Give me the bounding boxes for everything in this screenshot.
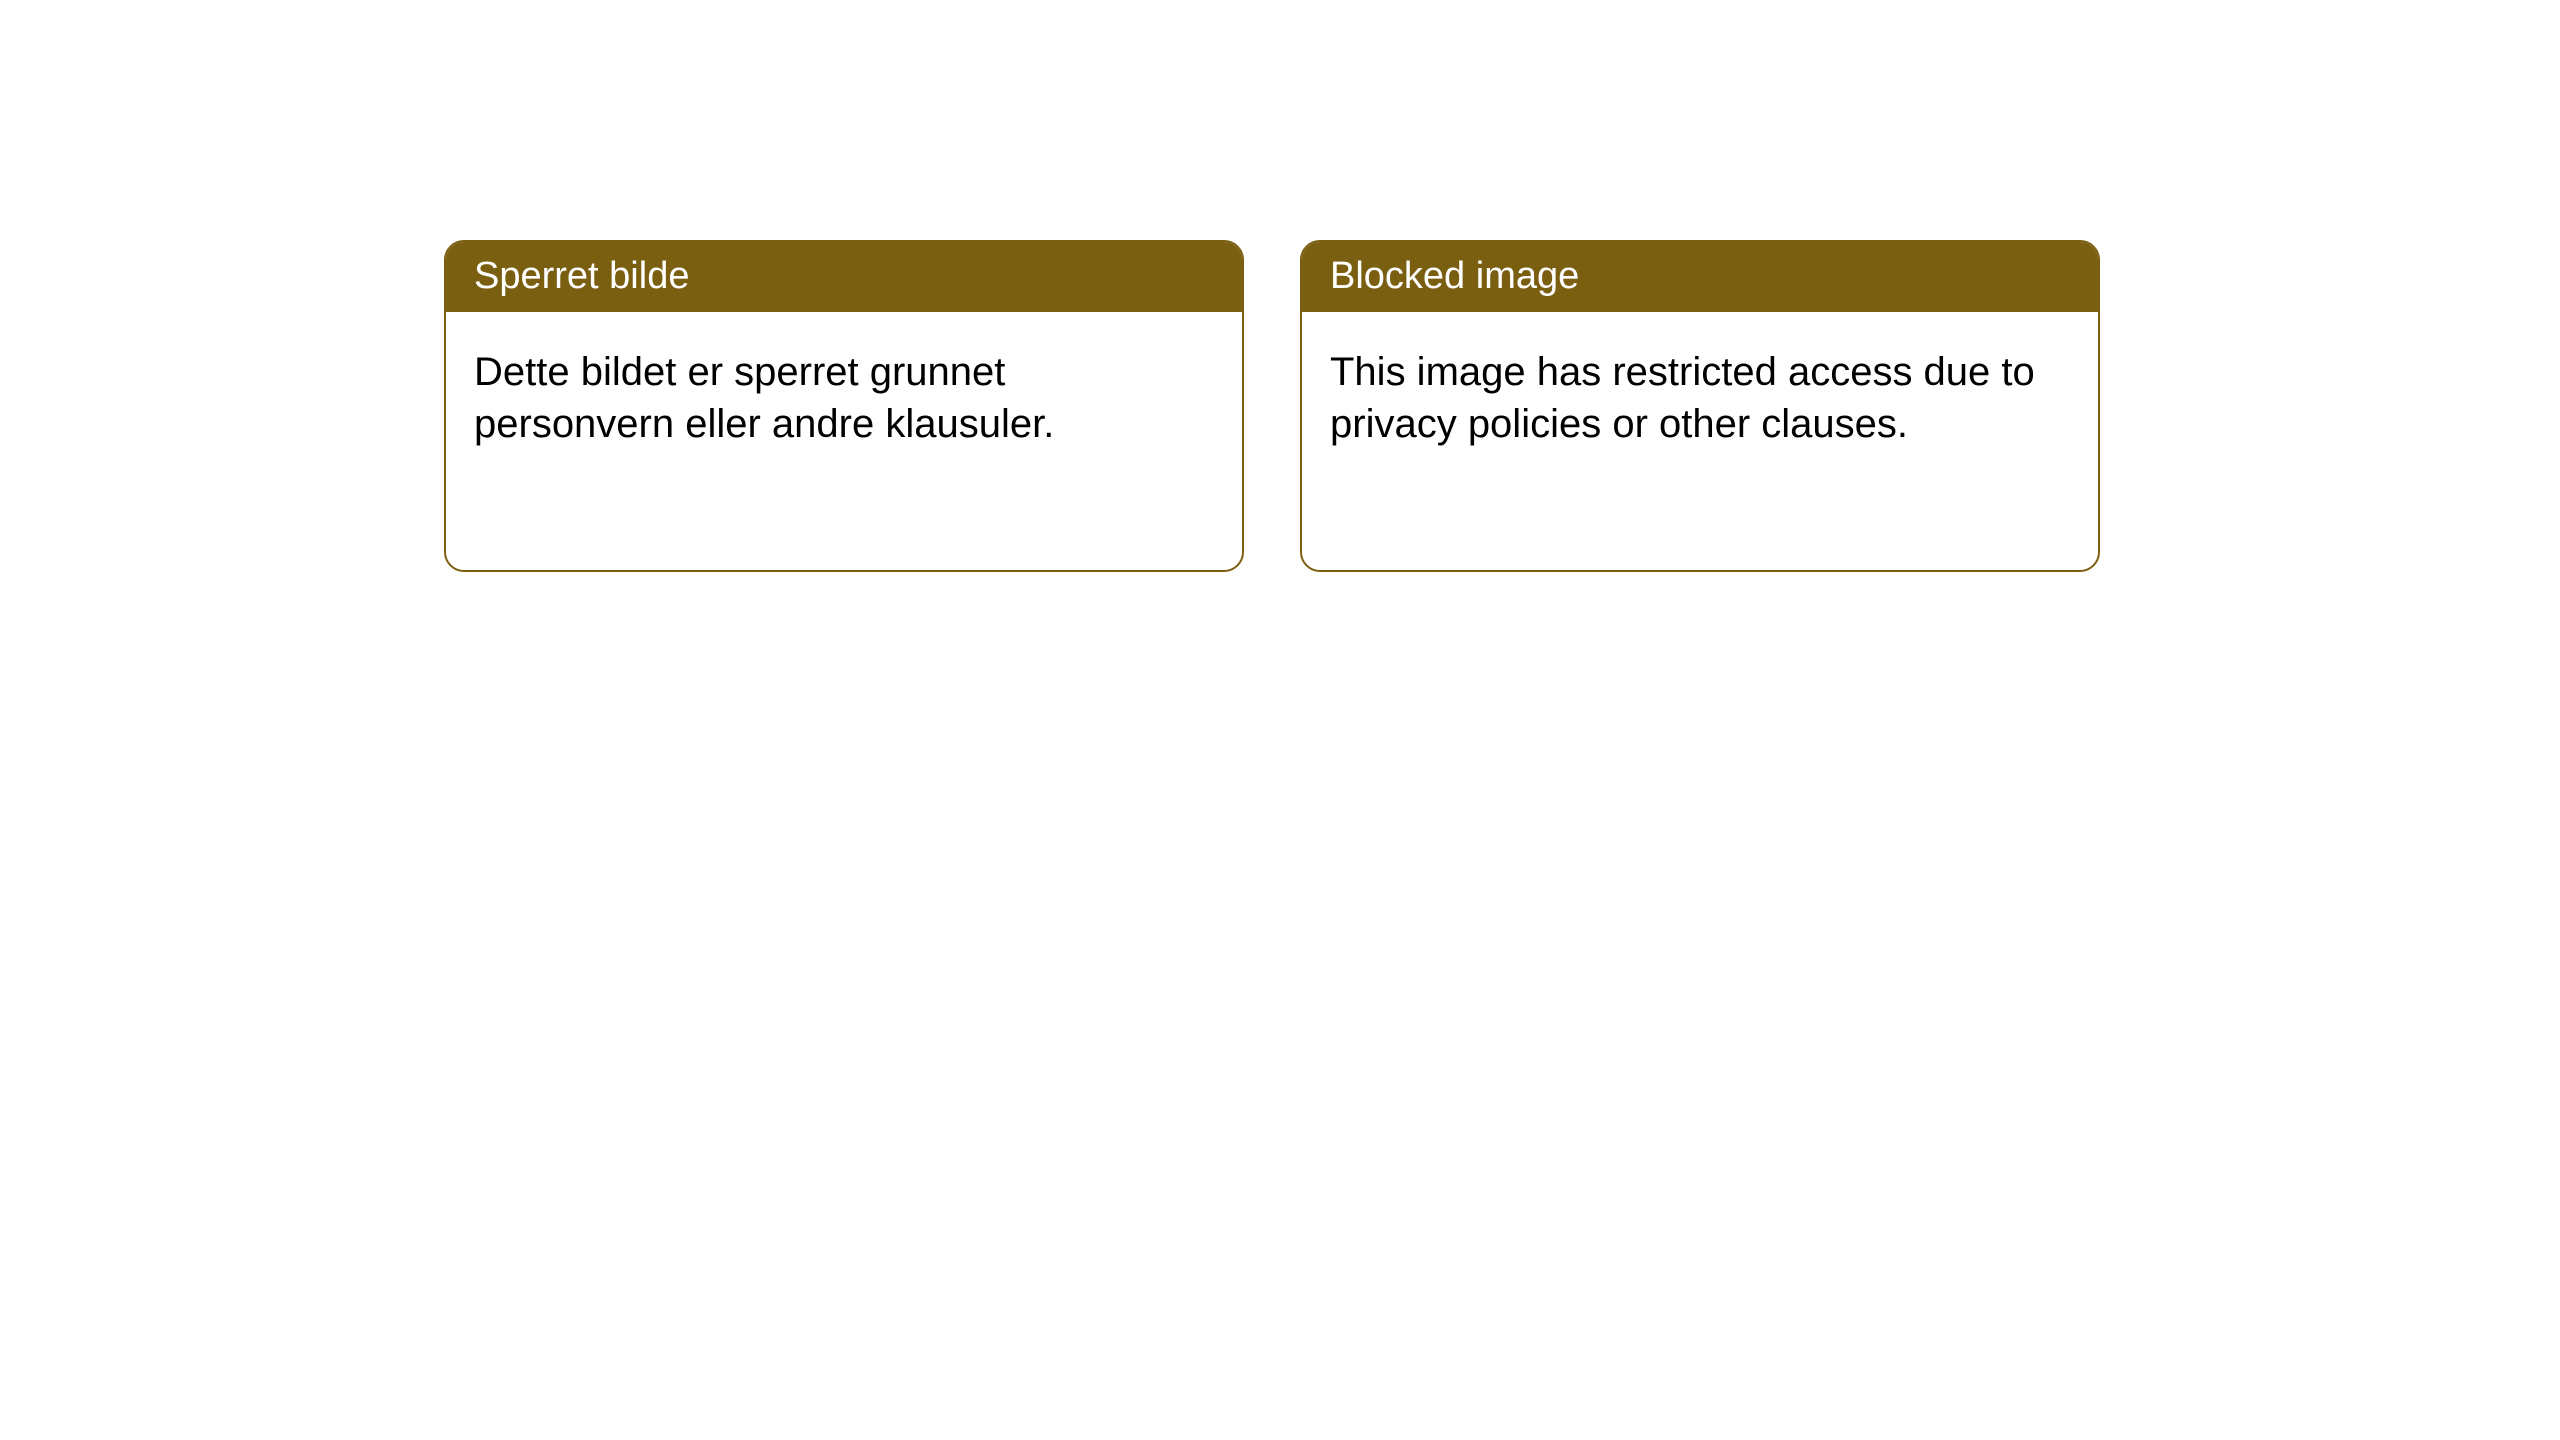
card-title: Sperret bilde [474,255,689,297]
card-english: Blocked image This image has restricted … [1300,240,2100,572]
card-body-text: This image has restricted access due to … [1330,350,2035,446]
cards-container: Sperret bilde Dette bildet er sperret gr… [444,240,2100,572]
card-norwegian: Sperret bilde Dette bildet er sperret gr… [444,240,1244,572]
card-header: Sperret bilde [446,242,1242,312]
card-body: This image has restricted access due to … [1302,312,2098,484]
card-body-text: Dette bildet er sperret grunnet personve… [474,350,1054,446]
card-header: Blocked image [1302,242,2098,312]
card-title: Blocked image [1330,255,1579,297]
card-body: Dette bildet er sperret grunnet personve… [446,312,1242,484]
